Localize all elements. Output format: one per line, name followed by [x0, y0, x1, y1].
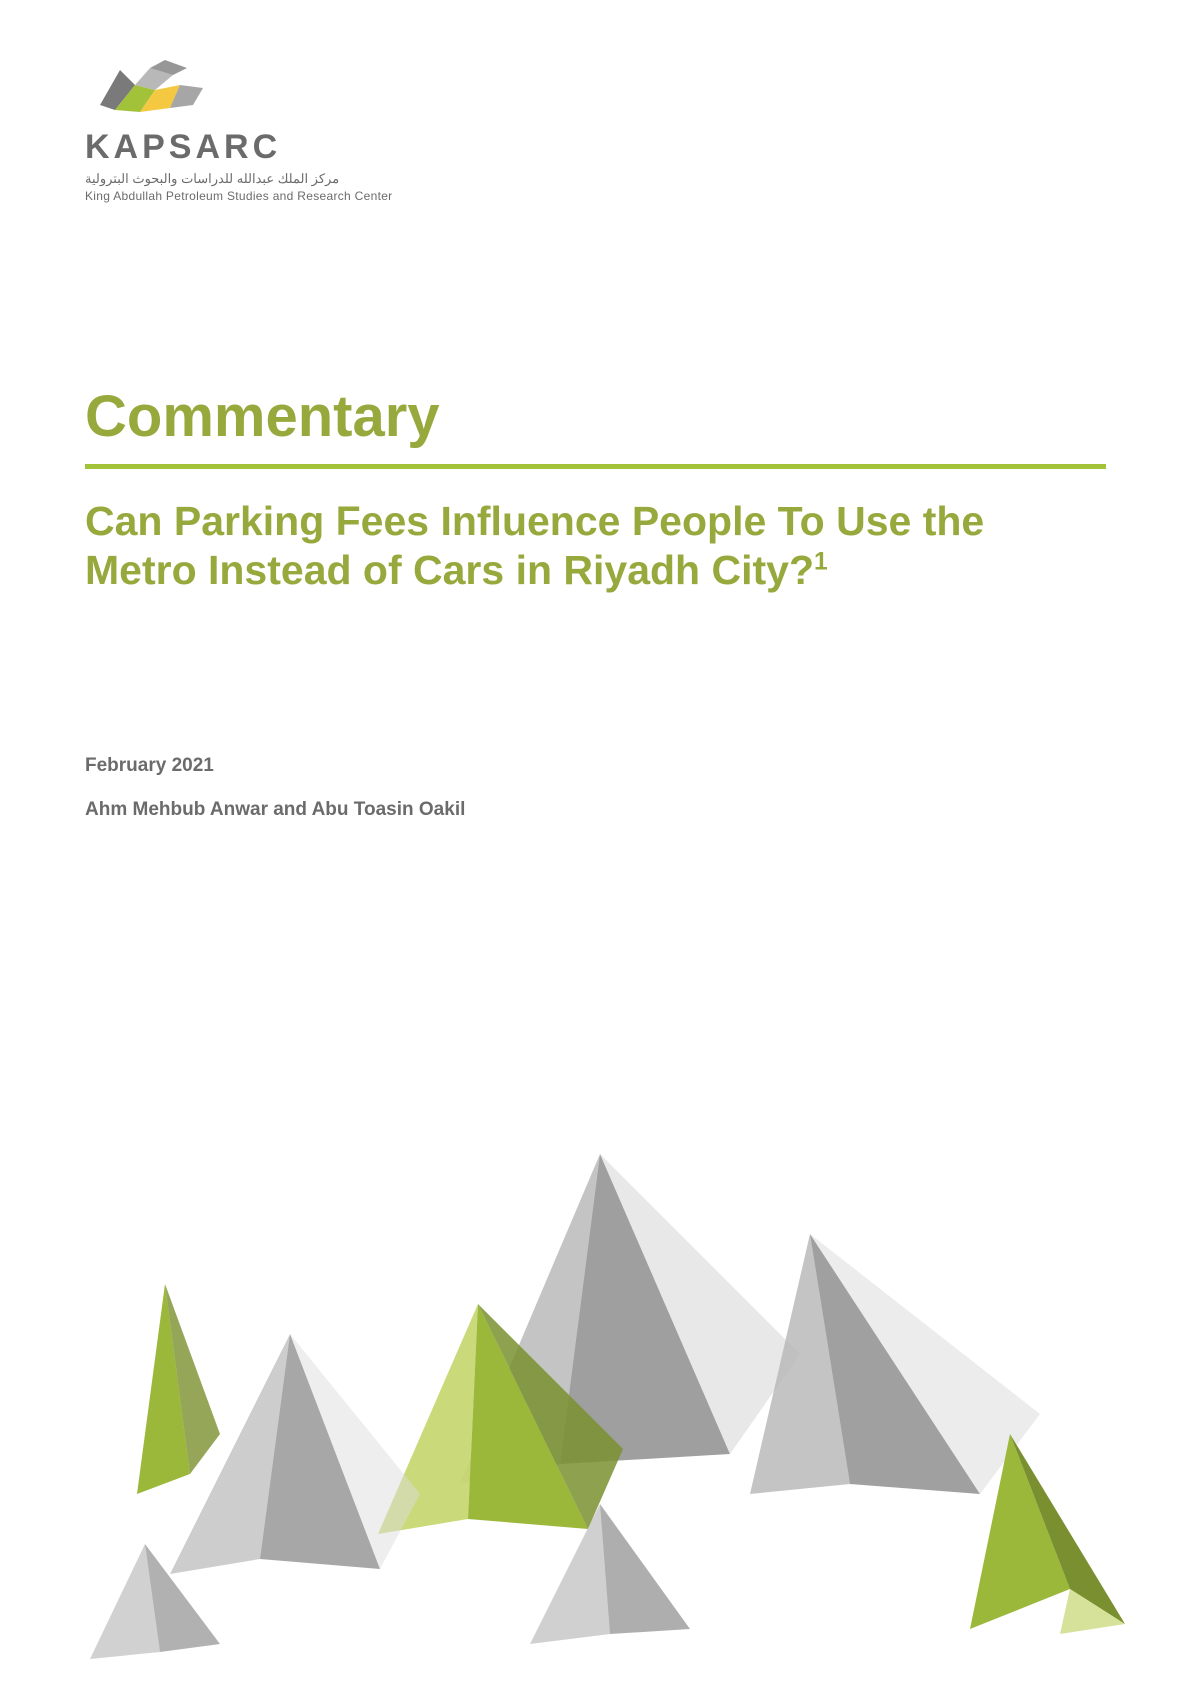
logo-tagline-arabic: مركز الملك عبدالله للدراسات والبحوث البت…	[85, 171, 1106, 187]
logo-mark-icon	[85, 60, 205, 120]
divider-line	[85, 464, 1106, 469]
document-title: Can Parking Fees Influence People To Use…	[85, 497, 1106, 595]
logo-tagline-english: King Abdullah Petroleum Studies and Rese…	[85, 189, 1106, 203]
logo-area: KAPSARC مركز الملك عبدالله للدراسات والب…	[85, 60, 1106, 203]
logo-brand-name: KAPSARC	[85, 128, 1106, 167]
document-title-text: Can Parking Fees Influence People To Use…	[85, 498, 984, 593]
document-authors: Ahm Mehbub Anwar and Abu Toasin Oakil	[85, 799, 1106, 821]
footnote-marker: 1	[814, 549, 828, 576]
document-type-heading: Commentary	[85, 383, 1106, 450]
decorative-pyramid-graphic	[0, 1034, 1191, 1684]
document-date: February 2021	[85, 755, 1106, 777]
